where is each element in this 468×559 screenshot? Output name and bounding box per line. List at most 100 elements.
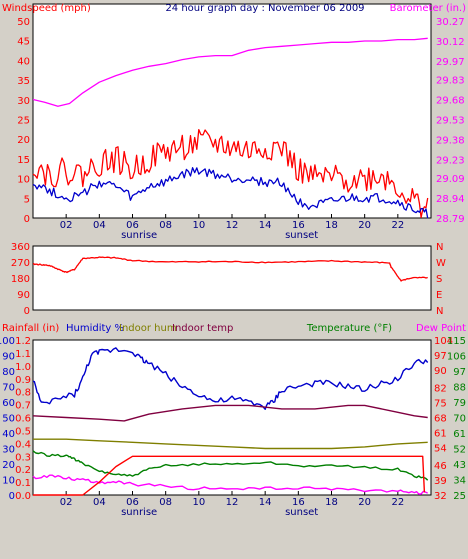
wind-direction-line [32,256,428,282]
rainfall-tick-label: 1.1 [15,349,31,360]
windspeed-tick-label: 0 [24,214,30,225]
barometer-tick-label: 29.83 [436,76,465,87]
rainfall-axis-label: Rainfall (in) [2,323,59,334]
direction-tick-label: 0 [24,306,30,317]
temperature-axis-label: Temperature (°F) [306,323,392,334]
humidity-tick-label: 60 [2,398,15,409]
dew-point-tick-label: 46 [434,461,447,472]
direction-tick-label: 360 [11,242,30,253]
humidity-axis-label: Humidity % [66,323,124,334]
humidity-tick-label: 90 [2,352,15,363]
windspeed-tick-label: 10 [17,175,30,186]
x-tick-label: 20 [358,220,371,231]
series-line-temperature-f- [32,450,429,481]
direction-tick-label: 90 [17,290,30,301]
dew-point-tick-label: 82 [434,383,447,394]
compass-label: N [436,306,443,317]
dew-point-tick-label: 75 [434,398,447,409]
x-tick-label: 22 [391,497,404,508]
x-tick-label: 10 [192,220,205,231]
series-line-indoor-hum [33,438,428,450]
x-tick-label: 08 [159,497,172,508]
humidity-tick-label: 80 [2,367,15,378]
sunrise-label: sunrise [121,230,157,241]
compass-label: S [436,274,442,285]
barometer-axis-label: Barometer (in.) [390,3,466,14]
series-line-dew-point [32,474,428,495]
x-tick-label: 02 [60,220,73,231]
plot-area-2 [32,245,432,311]
rainfall-tick-label: 0.7 [15,401,31,412]
barometer-tick-label: 29.97 [436,57,465,68]
x-tick-label: 22 [391,220,404,231]
temperature-tick-label: 79 [453,398,466,409]
rainfall-tick-label: 0.2 [15,465,31,476]
temperature-tick-label: 70 [453,414,466,425]
dew-point-label: Dew Point [416,323,466,334]
x-tick-label: 16 [292,220,305,231]
rainfall-tick-label: 0.4 [15,439,31,450]
humidity-tick-label: 40 [2,429,15,440]
temperature-tick-label: 34 [453,476,466,487]
series-line-rainfall-in- [33,455,426,496]
barometer-tick-label: 28.79 [436,214,465,225]
barometer-tick-label: 29.09 [436,174,465,185]
barometer-tick-label: 30.12 [436,37,465,48]
series-line-red [32,128,429,219]
x-tick-label: 12 [226,220,239,231]
barometer-tick-label: 28.94 [436,194,465,205]
rainfall-tick-label: 0.5 [15,426,31,437]
indoor-hum-label: Indoor hum [119,323,177,334]
dew-point-tick-label: 90 [434,366,447,377]
barometer-tick-label: 29.23 [436,155,465,166]
temperature-tick-label: 88 [453,383,466,394]
plot-area-3 [32,339,432,496]
chart-title: 24 hour graph day : November 06 2009 [165,3,364,14]
temperature-tick-label: 106 [447,352,466,363]
barometer-tick-label: 30.27 [436,17,465,28]
x-tick-label: 12 [226,497,239,508]
dew-point-tick-label: 32 [434,491,447,502]
humidity-tick-label: 50 [2,414,15,425]
series-line-indoor-temp [32,404,428,422]
rainfall-tick-label: 0.9 [15,375,31,386]
series-line-blue [32,167,429,219]
x-tick-label: 16 [292,497,305,508]
humidity-tick-label: 100 [0,336,15,347]
rainfall-tick-label: 1.2 [15,336,31,347]
windspeed-tick-label: 50 [17,17,30,28]
x-tick-label: 04 [93,220,106,231]
x-tick-label: 08 [159,220,172,231]
x-tick-label: 18 [325,220,338,231]
dew-point-tick-label: 97 [434,351,447,362]
x-tick-label: 02 [60,497,73,508]
direction-tick-label: 270 [11,258,30,269]
windspeed-tick-label: 30 [17,96,30,107]
rainfall-tick-label: 0.3 [15,452,31,463]
compass-label: E [436,290,442,301]
humidity-tick-label: 10 [2,476,15,487]
x-tick-label: 10 [192,497,205,508]
rainfall-tick-label: 0.1 [15,478,31,489]
windspeed-tick-label: 35 [17,76,30,87]
rainfall-tick-label: 0.0 [15,491,31,502]
x-tick-label: 06 [126,497,139,508]
windspeed-tick-label: 45 [17,37,30,48]
temperature-tick-label: 25 [453,491,466,502]
compass-label: N [436,242,443,253]
sunset-label: sunset [285,230,318,241]
windspeed-tick-label: 15 [17,155,30,166]
temperature-tick-label: 115 [447,336,466,347]
dew-point-tick-label: 54 [434,444,447,455]
series-line-magenta [32,37,428,107]
dew-point-tick-label: 68 [434,414,447,425]
dew-point-tick-label: 39 [434,476,447,487]
x-tick-label: 04 [93,497,106,508]
windspeed-tick-label: 25 [17,116,30,127]
barometer-tick-label: 29.38 [436,135,465,146]
x-tick-label: 06 [126,220,139,231]
indoor-temp-label: Indoor temp [172,323,233,334]
humidity-tick-label: 20 [2,460,15,471]
barometer-tick-label: 29.53 [436,116,465,127]
